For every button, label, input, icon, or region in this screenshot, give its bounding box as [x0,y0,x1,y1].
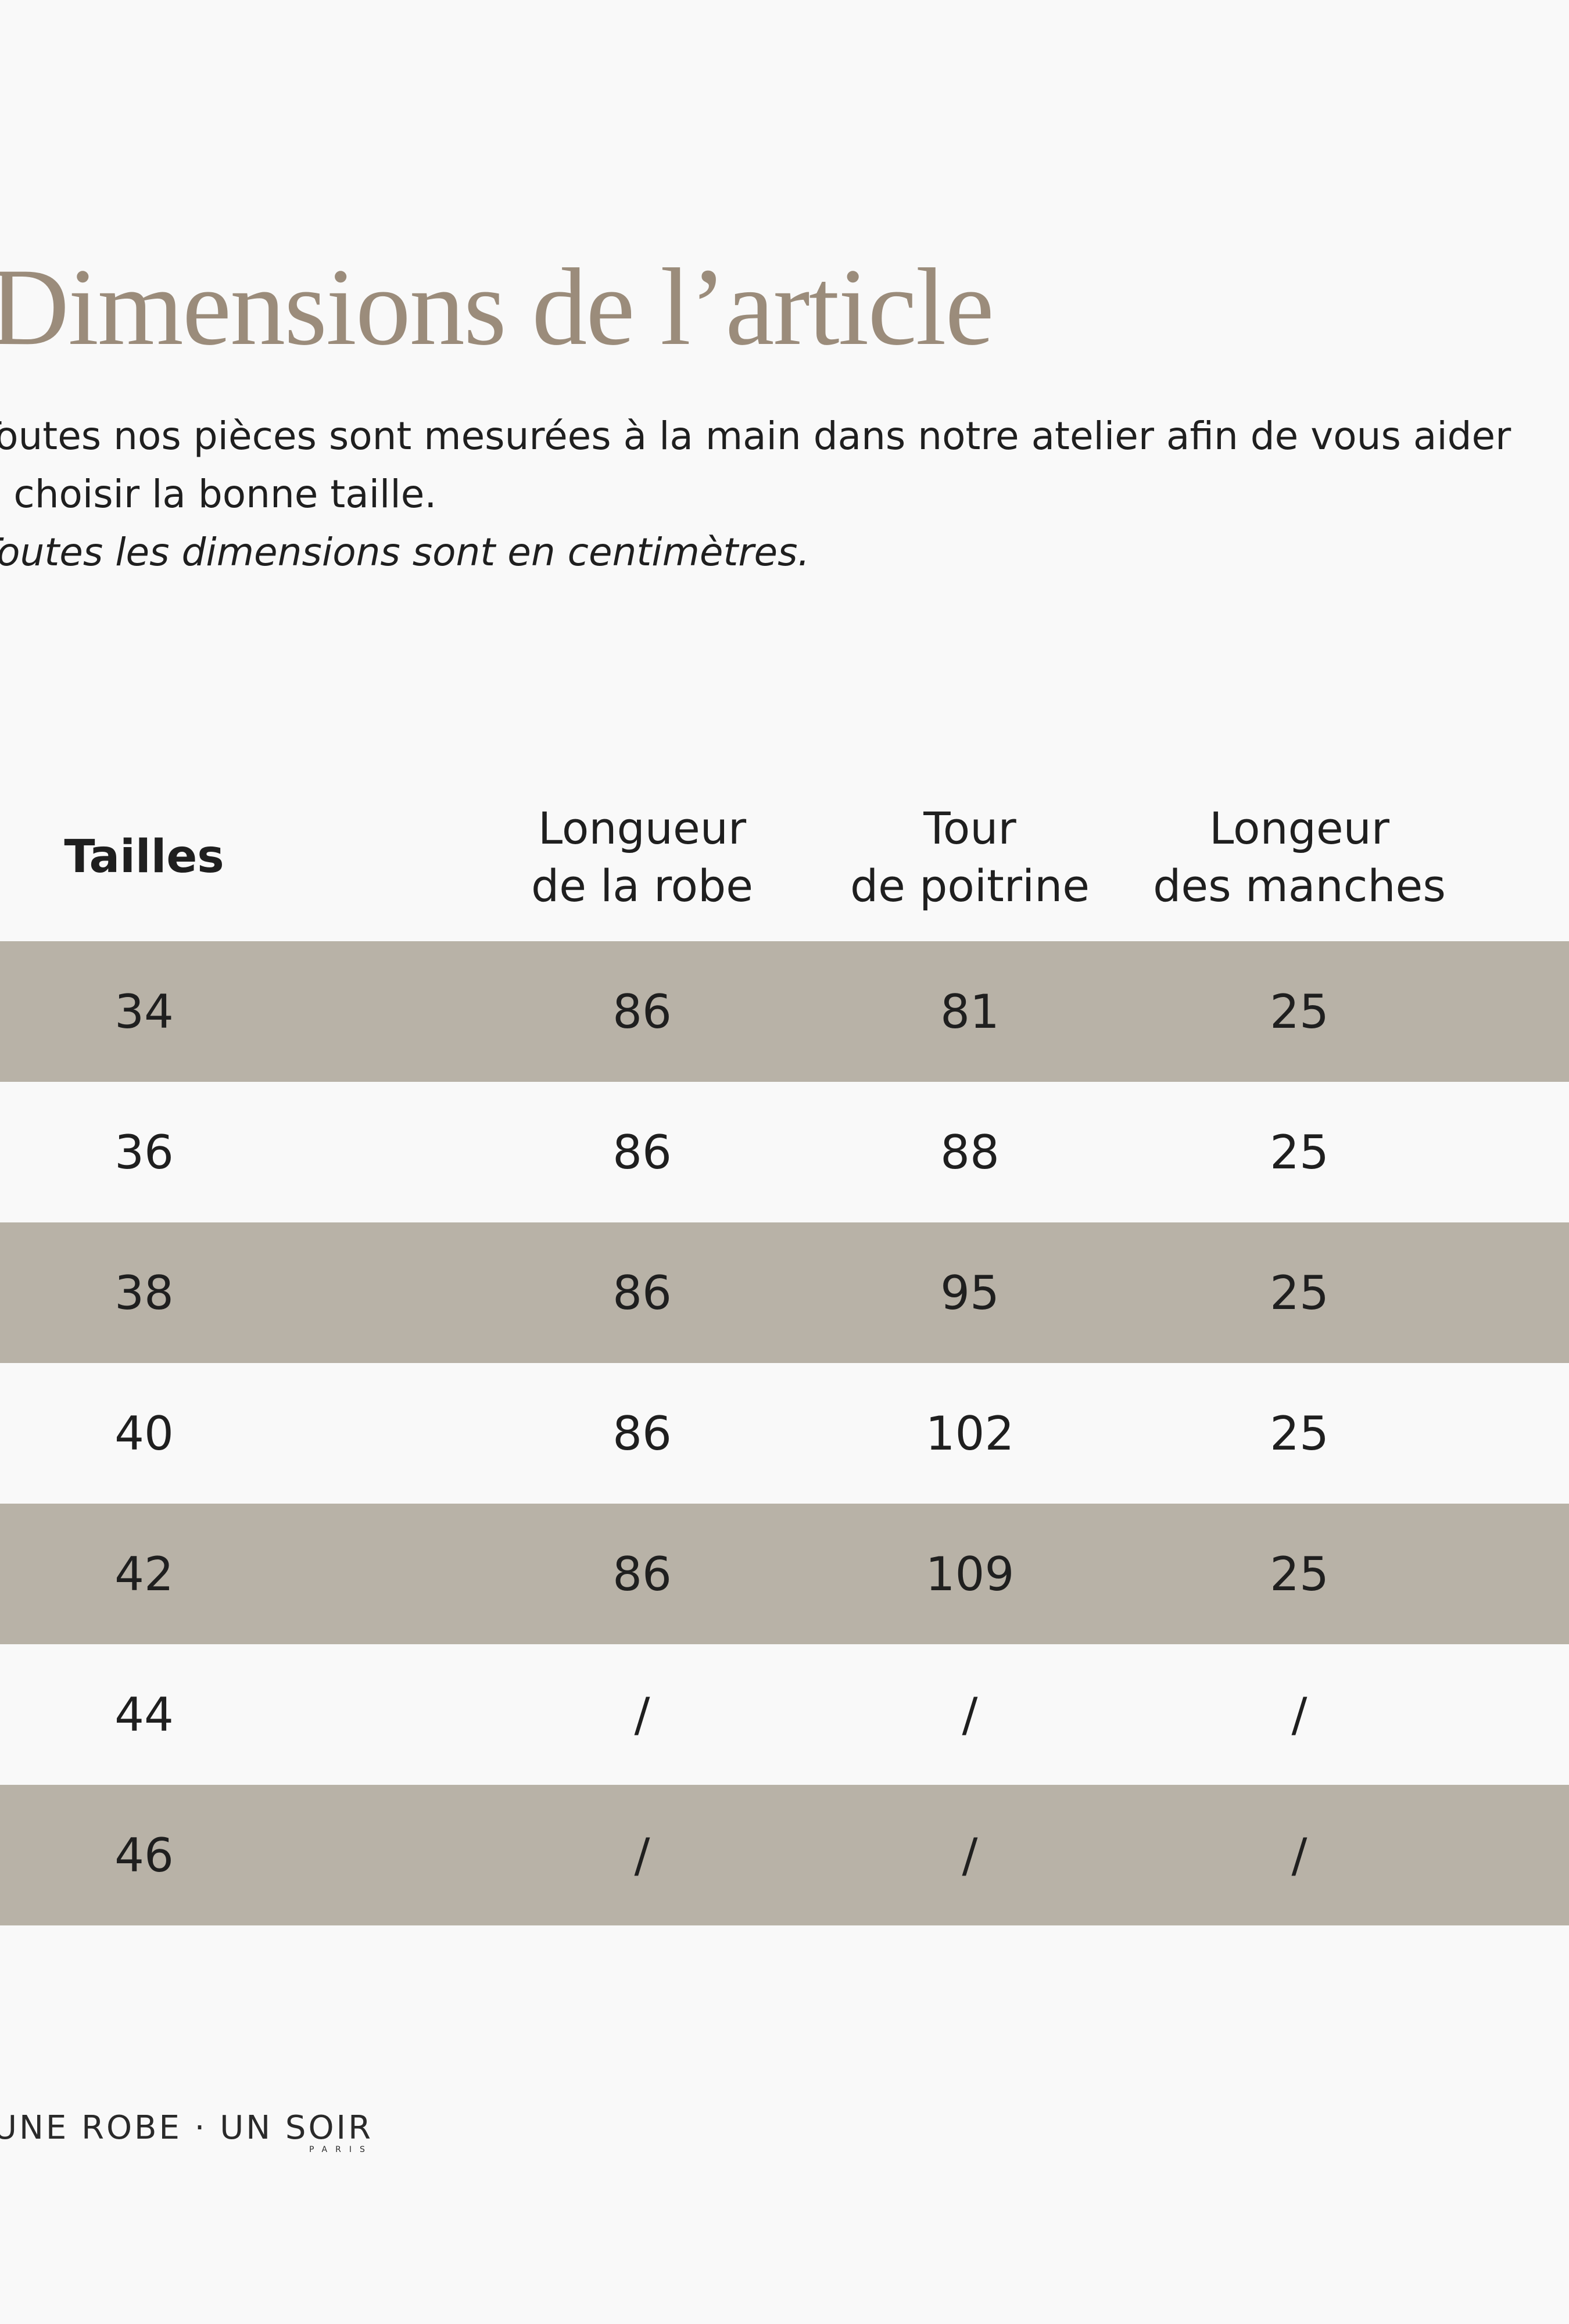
table-cell: 86 [612,1547,672,1601]
table-cell: 25 [1270,1125,1329,1179]
table-cell: / [962,1828,978,1882]
table-cell: 88 [940,1125,1000,1179]
description-line: à choisir la bonne taille. [0,472,437,517]
table-cell: 86 [612,984,672,1039]
column-header: Tour de poitrine [807,773,1133,941]
table-cell: / [1291,1828,1308,1882]
size-table: Tailles Longueur de la robe Tour de poitrine… [0,773,1569,1925]
column-header: Longueur de la robe [479,773,805,941]
table-cell: 44 [114,1687,174,1742]
note: Toutes les dimensions sont en centimètre… [0,530,810,575]
table-cell: 25 [1270,1547,1329,1601]
description-line: Toutes nos pièces sont mesurées à la mai… [0,414,1511,458]
table-row: 36 86 88 25 [0,1082,1569,1222]
table-cell: 86 [612,1125,672,1179]
table-cell: 95 [940,1265,1000,1320]
table-row: 44 / / / [0,1644,1569,1785]
table-cell: 86 [612,1406,672,1461]
table-cell: 102 [925,1406,1015,1461]
table-cell: 109 [925,1547,1015,1601]
header-row: Tailles Longueur de la robe Tour de poitrine… [0,773,1569,941]
table-cell: 25 [1270,1406,1329,1461]
column-header-line: Tour [923,802,1016,854]
table-cell: 81 [940,984,1000,1039]
table-cell: / [634,1828,650,1882]
table-cell: 34 [114,984,174,1039]
table-cell: / [634,1687,650,1742]
table-row: 46 / / / [0,1785,1569,1925]
table-row: 38 86 95 25 [0,1222,1569,1363]
table-cell: 86 [612,1265,672,1320]
table-cell: 36 [114,1125,174,1179]
table-row: 34 86 81 25 [0,941,1569,1082]
column-header: Tailles [0,773,307,941]
column-header-line: Tailles [64,830,224,883]
brand-logo: UNE ROBE · UN SOIR [0,2109,373,2147]
table-cell: 38 [114,1265,174,1320]
table-row: 40 86 102 25 [0,1363,1569,1504]
table-cell: 42 [114,1547,174,1601]
column-header-line: Longeur [1209,802,1390,854]
table-cell: / [962,1687,978,1742]
table-cell: 40 [114,1406,174,1461]
table-row: 42 86 109 25 [0,1504,1569,1644]
brand-logo-sub: PARIS [309,2145,373,2154]
table-cell: 25 [1270,984,1329,1039]
column-header-line: de la robe [531,860,754,912]
table-cell: / [1291,1687,1308,1742]
column-header-line: Longueur [538,802,747,854]
page-title: Dimensions de l’article [0,246,994,368]
table-cell: 25 [1270,1265,1329,1320]
column-header: Longeur des manches [1137,773,1462,941]
table-cell: 46 [114,1828,174,1882]
column-header-line: de poitrine [850,860,1090,912]
column-header-line: des manches [1153,860,1446,912]
